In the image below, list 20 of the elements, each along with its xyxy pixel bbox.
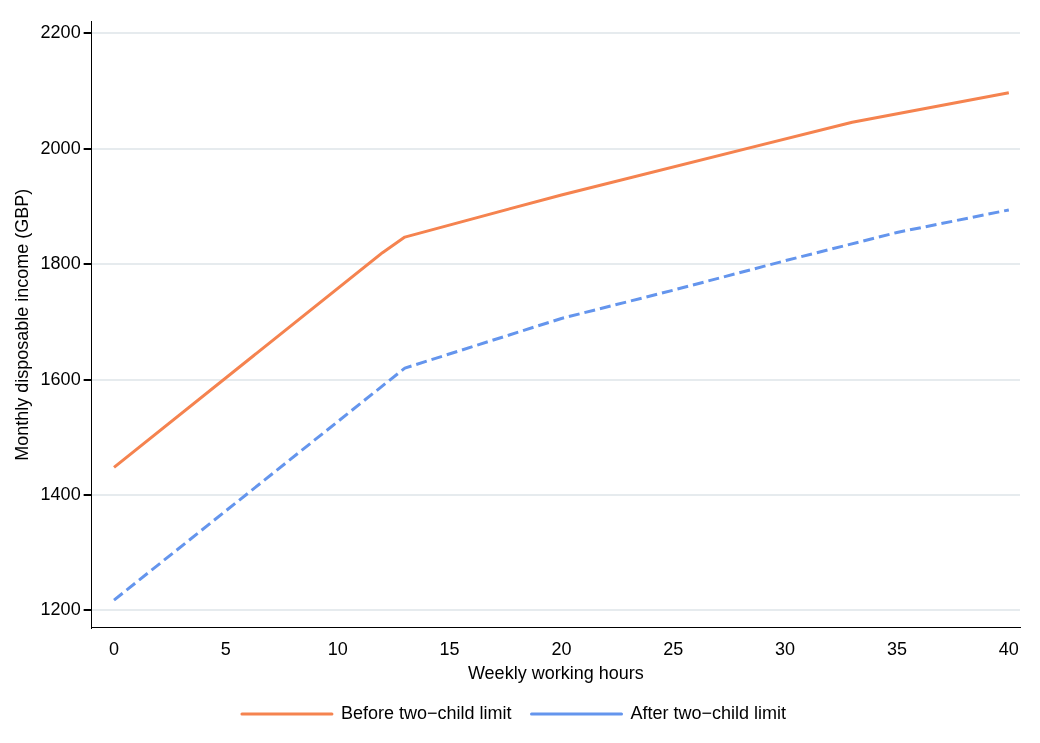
x-tick-label: 20 [551, 638, 572, 659]
x-tick-label: 40 [998, 638, 1019, 659]
x-tick-label: 0 [109, 638, 120, 659]
legend-label: Before two−child limit [340, 702, 512, 723]
y-axis-title: Monthly disposable income (GBP) [11, 188, 32, 461]
y-tick-label: 1200 [40, 599, 81, 620]
x-tick-label: 25 [663, 638, 684, 659]
x-tick-label: 5 [220, 638, 231, 659]
x-tick-label: 15 [439, 638, 460, 659]
legend-label: After two−child limit [630, 702, 787, 723]
x-tick-label: 35 [886, 638, 907, 659]
y-tick-label: 2200 [40, 22, 81, 43]
y-tick-label: 1600 [40, 368, 81, 389]
y-tick-label: 2000 [40, 137, 81, 158]
y-tick-label: 1400 [40, 484, 81, 505]
line-series [112, 208, 1011, 602]
x-tick-label: 30 [775, 638, 796, 659]
x-tick-label: 10 [327, 638, 348, 659]
x-axis-title: Weekly working hours [467, 663, 644, 684]
y-tick-label: 1800 [40, 253, 81, 274]
